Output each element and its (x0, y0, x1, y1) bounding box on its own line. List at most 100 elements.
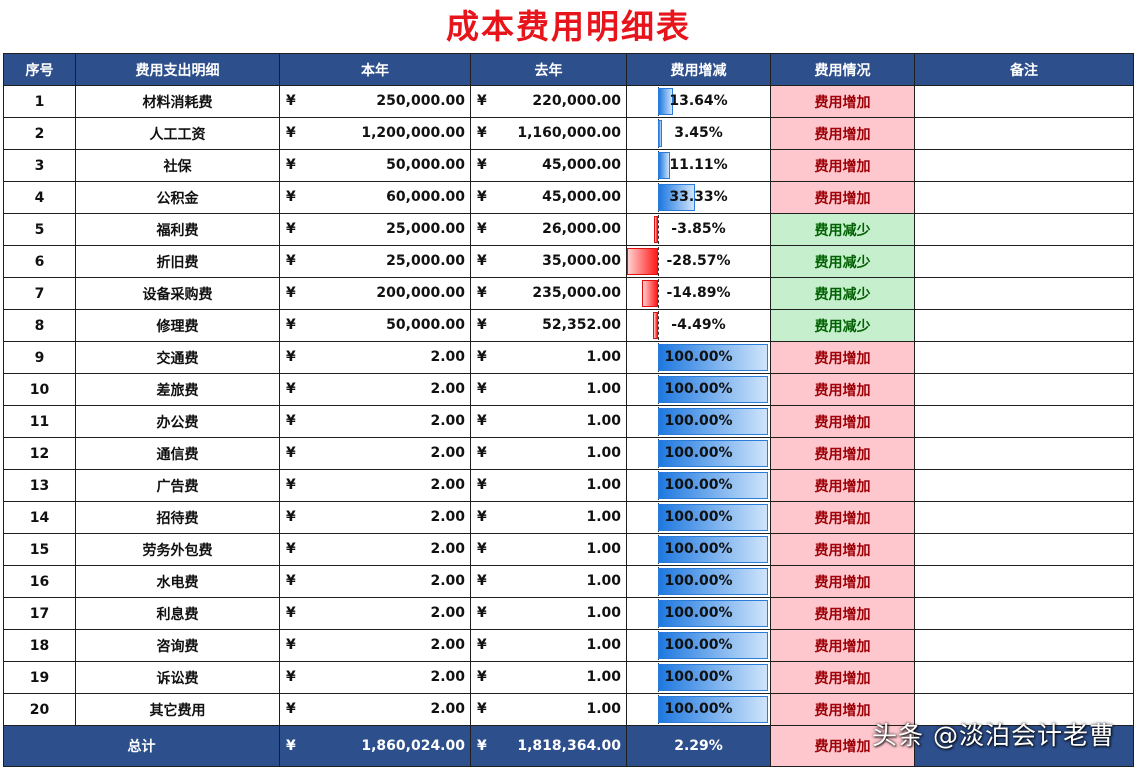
this-year-cell: ¥2.00 (279, 405, 471, 438)
change-databar (658, 472, 768, 499)
change-cell: 100.00% (626, 405, 771, 438)
expense-status: 费用增加 (770, 533, 915, 566)
table-body: 1 材料消耗费 ¥250,000.00 ¥220,000.00 13.64% 费用增加 2 人… (3, 85, 1134, 726)
last-year-cell: ¥1.00 (470, 437, 627, 470)
this-year-amount: 50,000.00 (386, 157, 465, 173)
last-year-cell: ¥45,000.00 (470, 181, 627, 214)
change-databar (658, 152, 671, 179)
change-cell: -3.85% (626, 213, 771, 246)
change-pct: 11.11% (669, 157, 728, 173)
last-year-amount: 1.00 (586, 381, 621, 397)
this-year-amount: 50,000.00 (386, 317, 465, 333)
currency-symbol: ¥ (286, 317, 296, 333)
last-year-cell: ¥45,000.00 (470, 149, 627, 182)
this-year-cell: ¥50,000.00 (279, 149, 471, 182)
table-row: 16 水电费 ¥2.00 ¥1.00 100.00% 费用增加 (3, 565, 1134, 598)
last-year-cell: ¥1.00 (470, 565, 627, 598)
expense-item-name: 公积金 (75, 181, 280, 214)
change-cell: -14.89% (626, 277, 771, 310)
currency-symbol: ¥ (477, 125, 487, 141)
this-year-cell: ¥200,000.00 (279, 277, 471, 310)
this-year-cell: ¥2.00 (279, 437, 471, 470)
expense-item-name: 社保 (75, 149, 280, 182)
note-cell (914, 245, 1134, 278)
this-year-amount: 2.00 (430, 413, 465, 429)
this-year-amount: 25,000.00 (386, 253, 465, 269)
total-this-year-cell: ¥ 1,860,024.00 (279, 725, 471, 767)
last-year-cell: ¥220,000.00 (470, 85, 627, 118)
row-index: 17 (3, 597, 76, 630)
row-index: 19 (3, 661, 76, 694)
change-pct: 100.00% (664, 637, 733, 653)
currency-symbol: ¥ (286, 701, 296, 717)
change-databar (658, 440, 768, 467)
change-pct: 100.00% (664, 509, 733, 525)
table-row: 3 社保 ¥50,000.00 ¥45,000.00 11.11% 费用增加 (3, 149, 1134, 182)
table-row: 18 咨询费 ¥2.00 ¥1.00 100.00% 费用增加 (3, 629, 1134, 662)
expense-item-name: 设备采购费 (75, 277, 280, 310)
last-year-cell: ¥235,000.00 (470, 277, 627, 310)
currency-symbol: ¥ (286, 253, 296, 269)
change-cell: 100.00% (626, 437, 771, 470)
expense-status: 费用增加 (770, 117, 915, 150)
currency-symbol: ¥ (477, 509, 487, 525)
expense-status: 费用增加 (770, 85, 915, 118)
change-pct: 100.00% (664, 669, 733, 685)
expense-item-name: 办公费 (75, 405, 280, 438)
this-year-cell: ¥50,000.00 (279, 309, 471, 342)
this-year-amount: 1,200,000.00 (361, 125, 465, 141)
expense-status: 费用增加 (770, 437, 915, 470)
change-databar (658, 632, 768, 659)
row-index: 3 (3, 149, 76, 182)
note-cell (914, 149, 1134, 182)
note-cell (914, 437, 1134, 470)
row-index: 12 (3, 437, 76, 470)
this-year-amount: 2.00 (430, 477, 465, 493)
change-pct: 100.00% (664, 349, 733, 365)
last-year-amount: 1.00 (586, 349, 621, 365)
page-title: 成本费用明细表 (446, 7, 691, 46)
last-year-amount: 1.00 (586, 669, 621, 685)
expense-status: 费用增加 (770, 693, 915, 726)
change-pct: 100.00% (664, 445, 733, 461)
this-year-amount: 2.00 (430, 509, 465, 525)
change-databar (658, 344, 768, 371)
note-cell (914, 597, 1134, 630)
change-cell: 100.00% (626, 597, 771, 630)
header-index: 序号 (3, 53, 76, 86)
last-year-amount: 26,000.00 (542, 221, 621, 237)
change-cell: -28.57% (626, 245, 771, 278)
this-year-amount: 2.00 (430, 381, 465, 397)
currency-symbol: ¥ (477, 157, 487, 173)
change-pct: 100.00% (664, 701, 733, 717)
note-cell (914, 117, 1134, 150)
currency-symbol: ¥ (477, 189, 487, 205)
this-year-amount: 2.00 (430, 445, 465, 461)
expense-status: 费用减少 (770, 213, 915, 246)
change-databar (641, 280, 658, 307)
currency-symbol: ¥ (477, 349, 487, 365)
this-year-cell: ¥2.00 (279, 661, 471, 694)
note-cell (914, 693, 1134, 726)
currency-symbol: ¥ (477, 221, 487, 237)
last-year-cell: ¥1.00 (470, 469, 627, 502)
expense-item-name: 水电费 (75, 565, 280, 598)
table-row: 4 公积金 ¥60,000.00 ¥45,000.00 33.33% 费用增加 (3, 181, 1134, 214)
last-year-cell: ¥1.00 (470, 533, 627, 566)
table-row: 2 人工工资 ¥1,200,000.00 ¥1,160,000.00 3.45% 费用增加 (3, 117, 1134, 150)
note-cell (914, 181, 1134, 214)
change-databar (653, 312, 658, 339)
change-cell: 100.00% (626, 341, 771, 374)
expense-item-name: 通信费 (75, 437, 280, 470)
currency-symbol: ¥ (286, 477, 296, 493)
row-index: 9 (3, 341, 76, 374)
this-year-cell: ¥2.00 (279, 469, 471, 502)
change-databar (658, 184, 695, 211)
change-pct: 100.00% (664, 605, 733, 621)
change-pct: 100.00% (664, 541, 733, 557)
change-databar (658, 376, 768, 403)
this-year-cell: ¥2.00 (279, 533, 471, 566)
header-last-year: 去年 (470, 53, 627, 86)
currency-symbol: ¥ (286, 157, 296, 173)
change-cell: 100.00% (626, 469, 771, 502)
